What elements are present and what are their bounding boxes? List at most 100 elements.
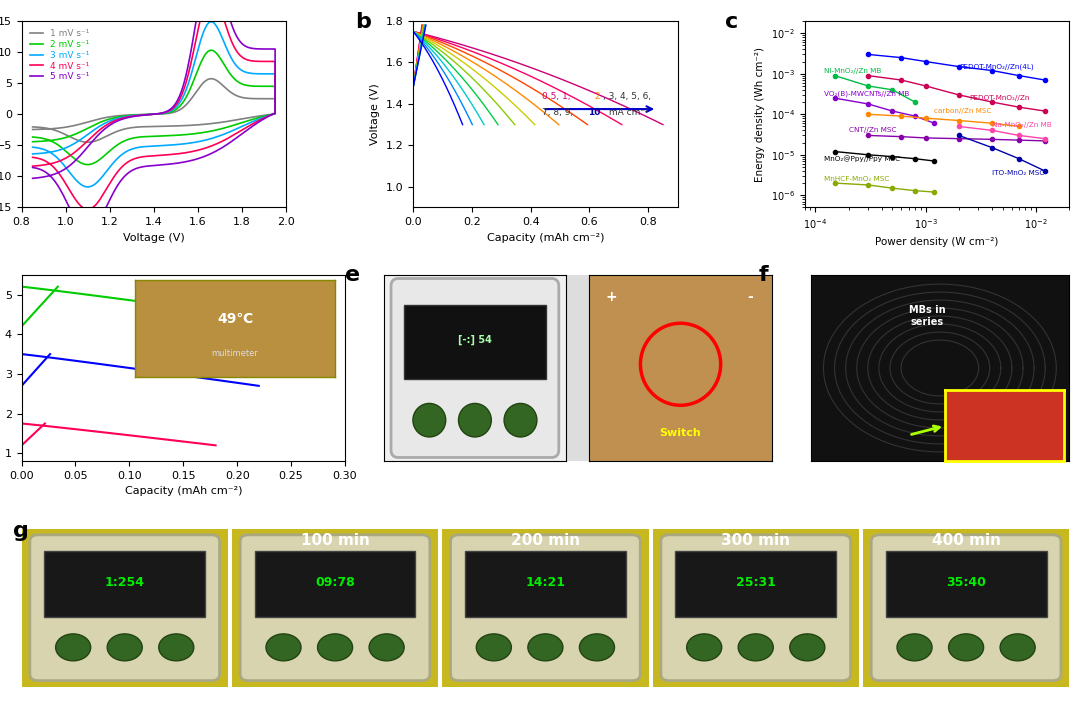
- 2 mV s⁻¹: [81, 161, 94, 169]
- Circle shape: [56, 634, 91, 661]
- Text: 7, 8, 9,: 7, 8, 9,: [542, 108, 577, 116]
- Y-axis label: Energy density (Wh cm⁻²): Energy density (Wh cm⁻²): [755, 47, 765, 182]
- 1 mV s⁻¹: [204, 74, 217, 83]
- X-axis label: Power density (W cm⁻²): Power density (W cm⁻²): [875, 236, 999, 247]
- 5 mV s⁻¹: [112, 116, 125, 125]
- Y-axis label: Voltage (V): Voltage (V): [370, 83, 380, 145]
- Text: e: e: [345, 266, 360, 285]
- Text: 09:78: 09:78: [315, 576, 355, 589]
- Text: 100 min: 100 min: [300, 533, 369, 548]
- X-axis label: Voltage (V): Voltage (V): [123, 233, 185, 243]
- X-axis label: Capacity (mAh cm⁻²): Capacity (mAh cm⁻²): [124, 486, 242, 496]
- Circle shape: [687, 634, 721, 661]
- 2 mV s⁻¹: [26, 137, 39, 146]
- 4 mV s⁻¹: [151, 109, 164, 118]
- Text: mA cm⁻²: mA cm⁻²: [606, 108, 648, 116]
- 3 mV s⁻¹: [246, 69, 259, 78]
- Text: 35:40: 35:40: [946, 576, 986, 589]
- Text: f: f: [759, 266, 769, 285]
- 1 mV s⁻¹: [112, 111, 125, 120]
- Text: g: g: [13, 521, 29, 540]
- Text: MnHCF-MnO₂ MSC: MnHCF-MnO₂ MSC: [824, 176, 890, 182]
- Line: 5 mV s⁻¹: 5 mV s⁻¹: [32, 0, 275, 231]
- Circle shape: [580, 634, 615, 661]
- Circle shape: [107, 634, 143, 661]
- 4 mV s⁻¹: [246, 57, 259, 65]
- Text: 25:31: 25:31: [735, 576, 775, 589]
- FancyBboxPatch shape: [450, 535, 640, 681]
- FancyBboxPatch shape: [675, 551, 836, 618]
- Text: 10: 10: [588, 108, 600, 116]
- Text: 2: 2: [594, 92, 599, 101]
- Text: CNT//Zn MSC: CNT//Zn MSC: [849, 126, 896, 132]
- 3 mV s⁻¹: [26, 143, 39, 151]
- Text: carbon//Zn MSC: carbon//Zn MSC: [934, 108, 991, 114]
- 2 mV s⁻¹: [187, 130, 200, 138]
- Text: PEDOT-MnO₂//Zn: PEDOT-MnO₂//Zn: [970, 95, 1030, 101]
- 4 mV s⁻¹: [112, 115, 125, 123]
- FancyBboxPatch shape: [30, 535, 219, 681]
- Line: 2 mV s⁻¹: 2 mV s⁻¹: [32, 50, 275, 165]
- 3 mV s⁻¹: [187, 138, 200, 147]
- 3 mV s⁻¹: [81, 183, 94, 191]
- Text: 1:254: 1:254: [105, 576, 145, 589]
- 2 mV s⁻¹: [204, 46, 217, 55]
- Circle shape: [739, 634, 773, 661]
- Text: PEDOT-MnO₂//Zn(4L): PEDOT-MnO₂//Zn(4L): [959, 63, 1034, 70]
- Circle shape: [369, 634, 404, 661]
- 1 mV s⁻¹: [187, 121, 200, 130]
- Line: 4 mV s⁻¹: 4 mV s⁻¹: [32, 0, 275, 210]
- Circle shape: [476, 634, 511, 661]
- FancyBboxPatch shape: [872, 535, 1061, 681]
- 1 mV s⁻¹: [81, 138, 94, 147]
- 5 mV s⁻¹: [81, 227, 94, 236]
- Circle shape: [897, 634, 932, 661]
- Text: 400 min: 400 min: [932, 533, 1000, 548]
- 2 mV s⁻¹: [246, 82, 259, 90]
- Line: 1 mV s⁻¹: 1 mV s⁻¹: [32, 79, 275, 142]
- FancyBboxPatch shape: [465, 551, 625, 618]
- 3 mV s⁻¹: [151, 110, 164, 118]
- 5 mV s⁻¹: [246, 44, 259, 53]
- Text: ITO-MnO₂ MSC: ITO-MnO₂ MSC: [993, 170, 1044, 176]
- 3 mV s⁻¹: [204, 18, 217, 26]
- 2 mV s⁻¹: [151, 110, 164, 118]
- Text: MnO₂@Ppy//Ppy MSC: MnO₂@Ppy//Ppy MSC: [824, 156, 901, 162]
- FancyBboxPatch shape: [255, 551, 416, 618]
- Text: , 3, 4, 5, 6,: , 3, 4, 5, 6,: [603, 92, 651, 101]
- Circle shape: [528, 634, 563, 661]
- 3 mV s⁻¹: [26, 150, 39, 158]
- Circle shape: [948, 634, 984, 661]
- Text: Na-MnO₂//Zn MB: Na-MnO₂//Zn MB: [993, 122, 1052, 128]
- FancyBboxPatch shape: [886, 551, 1047, 618]
- 4 mV s⁻¹: [26, 162, 39, 170]
- Text: MBs in
series: MBs in series: [908, 305, 945, 327]
- Circle shape: [266, 634, 301, 661]
- 4 mV s⁻¹: [146, 151, 159, 160]
- 2 mV s⁻¹: [26, 133, 39, 142]
- 5 mV s⁻¹: [26, 174, 39, 182]
- 4 mV s⁻¹: [225, 132, 238, 141]
- Text: 200 min: 200 min: [511, 533, 580, 548]
- Text: VO₂(B)-MWCNTs//Zn MB: VO₂(B)-MWCNTs//Zn MB: [824, 90, 909, 97]
- 1 mV s⁻¹: [26, 125, 39, 134]
- Legend: 1 mV s⁻¹, 2 mV s⁻¹, 3 mV s⁻¹, 4 mV s⁻¹, 5 mV s⁻¹: 1 mV s⁻¹, 2 mV s⁻¹, 3 mV s⁻¹, 4 mV s⁻¹, …: [26, 25, 94, 85]
- X-axis label: Capacity (mAh cm⁻²): Capacity (mAh cm⁻²): [487, 233, 604, 243]
- 2 mV s⁻¹: [225, 122, 238, 130]
- Circle shape: [318, 634, 352, 661]
- 5 mV s⁻¹: [146, 161, 159, 170]
- Text: c: c: [726, 12, 739, 32]
- 2 mV s⁻¹: [146, 132, 159, 140]
- 4 mV s⁻¹: [81, 205, 94, 214]
- Circle shape: [159, 634, 193, 661]
- Text: 14:21: 14:21: [525, 576, 566, 589]
- 1 mV s⁻¹: [151, 110, 164, 118]
- Text: 300 min: 300 min: [721, 533, 791, 548]
- 1 mV s⁻¹: [246, 95, 259, 103]
- Circle shape: [1000, 634, 1035, 661]
- 4 mV s⁻¹: [187, 147, 200, 156]
- 4 mV s⁻¹: [26, 153, 39, 161]
- 1 mV s⁻¹: [26, 123, 39, 131]
- 5 mV s⁻¹: [187, 156, 200, 164]
- 2 mV s⁻¹: [112, 113, 125, 121]
